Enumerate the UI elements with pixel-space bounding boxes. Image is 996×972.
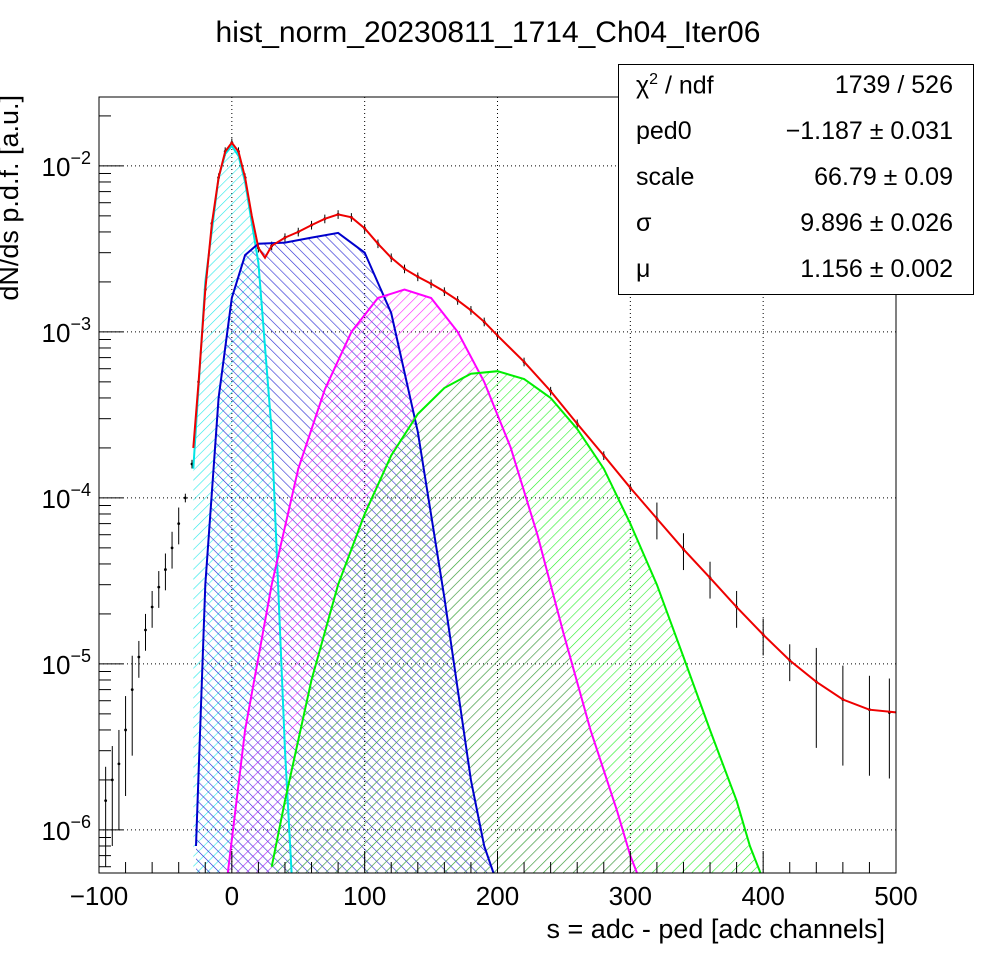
fit-stats-box: χ2 / ndf 1739 / 526 ped0 −1.187 ± 0.031 … xyxy=(618,64,974,295)
x-tick-label: 200 xyxy=(476,881,519,911)
data-point xyxy=(110,778,114,782)
y-tick-label: 10−6 xyxy=(42,812,91,846)
x-tick-label: 100 xyxy=(343,881,386,911)
stats-value-ped0: −1.187 ± 0.031 xyxy=(785,117,953,145)
y-tick-label-base: 10 xyxy=(42,650,71,680)
y-tick-label-base: 10 xyxy=(42,484,71,514)
y-tick-label-exponent: −6 xyxy=(70,812,91,832)
y-tick-label-base: 10 xyxy=(42,816,71,846)
stats-row-mu: μ 1.156 ± 0.002 xyxy=(619,249,973,295)
data-point xyxy=(117,762,121,766)
y-tick-label: 10−3 xyxy=(42,314,91,348)
y-tick-label: 10−2 xyxy=(42,148,91,182)
x-axis-label: s = adc - ped [adc channels] xyxy=(547,914,885,944)
chart-title: hist_norm_20230811_1714_Ch04_Iter06 xyxy=(216,16,761,49)
stats-value-mu: 1.156 ± 0.002 xyxy=(800,255,953,283)
x-tick-label: 500 xyxy=(874,881,917,911)
stats-label-sigma: σ xyxy=(636,209,652,237)
data-point xyxy=(137,655,141,659)
y-tick-label: 10−4 xyxy=(42,480,91,514)
x-tick-label: 300 xyxy=(609,881,652,911)
stats-label-scale: scale xyxy=(636,163,695,191)
stats-row-ped0: ped0 −1.187 ± 0.031 xyxy=(619,111,973,157)
curve-2 xyxy=(226,288,638,874)
stats-value-sigma: 9.896 ± 0.026 xyxy=(800,209,953,237)
data-point xyxy=(170,546,174,550)
component-area-3 xyxy=(271,371,761,873)
curve-4 xyxy=(192,141,897,714)
data-point xyxy=(144,628,147,632)
stats-value-chi2: 1739 / 526 xyxy=(834,71,953,99)
stats-label-chi2: χ2 / ndf xyxy=(636,71,714,100)
stats-row-scale: scale 66.79 ± 0.09 xyxy=(619,157,973,203)
x-tick-label: 0 xyxy=(225,881,239,911)
fit-curves xyxy=(192,141,897,874)
stats-label-ped0: ped0 xyxy=(636,117,692,145)
curve-1 xyxy=(195,231,495,874)
y-tick-label: 10−5 xyxy=(42,646,91,680)
data-point xyxy=(150,605,154,609)
y-tick-label-exponent: −2 xyxy=(70,148,91,168)
stats-value-scale: 66.79 ± 0.09 xyxy=(814,163,953,191)
data-point xyxy=(183,496,187,500)
data-point xyxy=(157,585,161,589)
y-tick-label-base: 10 xyxy=(42,318,71,348)
data-point xyxy=(130,688,134,692)
data-point xyxy=(177,522,181,526)
y-tick-label-exponent: −4 xyxy=(70,480,91,500)
x-tick-label: 400 xyxy=(741,881,784,911)
y-axis-label: dN/ds p.d.f. [a.u.] xyxy=(0,95,24,301)
y-tick-label-base: 10 xyxy=(42,152,71,182)
stats-label-mu: μ xyxy=(636,255,651,283)
curve-3 xyxy=(270,370,762,874)
y-tick-label-exponent: −5 xyxy=(70,646,91,666)
data-point xyxy=(124,728,127,732)
x-tick-label: −100 xyxy=(70,881,129,911)
data-point xyxy=(164,568,167,571)
data-point xyxy=(104,799,108,803)
y-tick-label-exponent: −3 xyxy=(70,314,91,334)
stats-row-chi2: χ2 / ndf 1739 / 526 xyxy=(619,65,973,111)
stats-row-sigma: σ 9.896 ± 0.026 xyxy=(619,203,973,249)
component-areas xyxy=(193,145,761,873)
